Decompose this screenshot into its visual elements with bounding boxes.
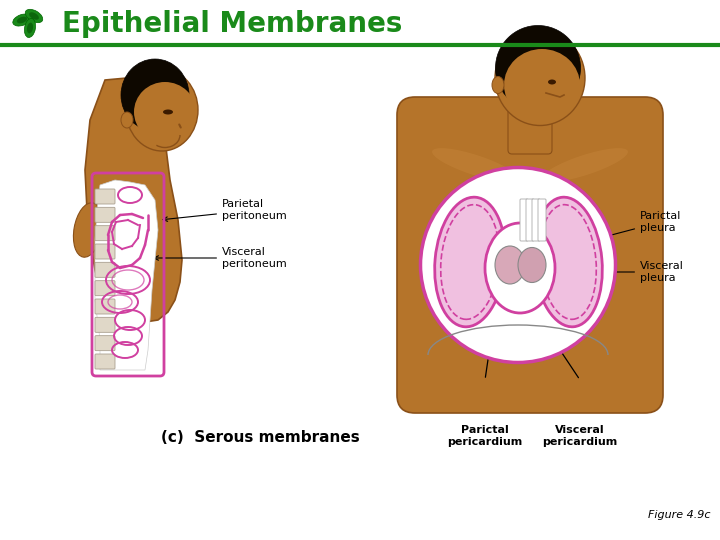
- Ellipse shape: [485, 223, 555, 313]
- Ellipse shape: [13, 14, 31, 26]
- Ellipse shape: [534, 197, 603, 327]
- FancyBboxPatch shape: [508, 96, 552, 154]
- FancyBboxPatch shape: [95, 336, 115, 350]
- Ellipse shape: [504, 49, 580, 121]
- Ellipse shape: [17, 17, 27, 23]
- FancyBboxPatch shape: [95, 244, 115, 259]
- Text: Figure 4.9c: Figure 4.9c: [647, 510, 710, 520]
- Ellipse shape: [495, 30, 585, 125]
- Ellipse shape: [495, 246, 525, 284]
- Ellipse shape: [518, 247, 546, 282]
- FancyBboxPatch shape: [95, 189, 115, 204]
- Text: Epithelial Membranes: Epithelial Membranes: [62, 10, 402, 38]
- Text: Parictal
pericardium: Parictal pericardium: [447, 425, 523, 447]
- FancyBboxPatch shape: [538, 199, 546, 241]
- Ellipse shape: [432, 148, 518, 182]
- FancyBboxPatch shape: [95, 281, 115, 296]
- Ellipse shape: [121, 112, 133, 128]
- Text: (c)  Serous membranes: (c) Serous membranes: [161, 430, 359, 445]
- FancyBboxPatch shape: [95, 207, 115, 222]
- Ellipse shape: [25, 9, 42, 23]
- Text: Parietal
peritoneum: Parietal peritoneum: [163, 199, 287, 221]
- Ellipse shape: [548, 79, 556, 84]
- Ellipse shape: [73, 203, 102, 257]
- FancyArrowPatch shape: [179, 125, 181, 127]
- Ellipse shape: [126, 69, 198, 151]
- Ellipse shape: [27, 23, 33, 33]
- Text: Visceral
peritoneum: Visceral peritoneum: [154, 247, 287, 269]
- PathPatch shape: [85, 75, 182, 322]
- Ellipse shape: [121, 59, 189, 131]
- FancyBboxPatch shape: [95, 354, 115, 369]
- PathPatch shape: [120, 165, 158, 220]
- Ellipse shape: [492, 77, 504, 93]
- FancyBboxPatch shape: [520, 199, 528, 241]
- Text: Visceral
pericardium: Visceral pericardium: [542, 425, 618, 447]
- PathPatch shape: [95, 180, 158, 370]
- Ellipse shape: [163, 110, 173, 114]
- FancyBboxPatch shape: [526, 199, 534, 241]
- FancyBboxPatch shape: [532, 199, 540, 241]
- Ellipse shape: [420, 167, 616, 362]
- FancyBboxPatch shape: [95, 318, 115, 332]
- Ellipse shape: [435, 197, 505, 327]
- Text: Parictal
pleura: Parictal pleura: [604, 211, 681, 238]
- FancyBboxPatch shape: [397, 97, 663, 413]
- Ellipse shape: [134, 82, 196, 142]
- FancyBboxPatch shape: [95, 226, 115, 241]
- FancyBboxPatch shape: [95, 262, 115, 278]
- Text: Visceral
pleura: Visceral pleura: [604, 261, 684, 283]
- Ellipse shape: [542, 148, 628, 182]
- FancyBboxPatch shape: [95, 299, 115, 314]
- Ellipse shape: [24, 18, 35, 37]
- Ellipse shape: [495, 25, 580, 111]
- Ellipse shape: [29, 12, 39, 20]
